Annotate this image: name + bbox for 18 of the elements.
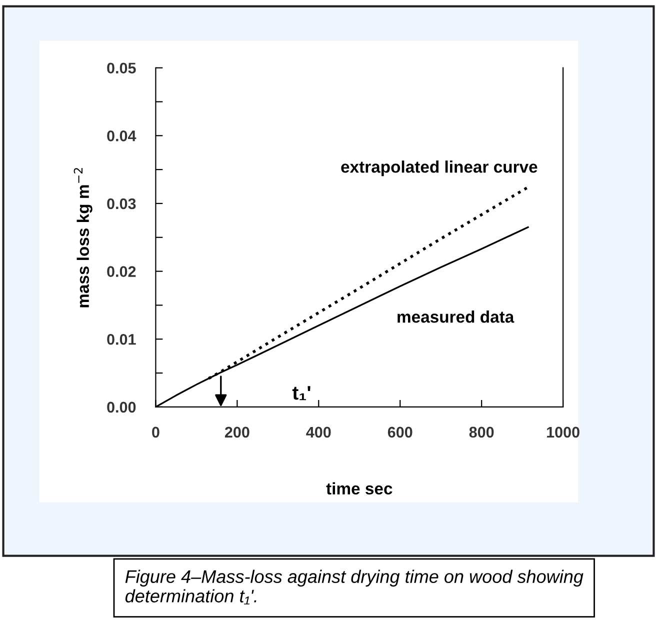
y-tick-label: 0.03 xyxy=(107,198,136,210)
y-tick-label: 0.02 xyxy=(107,266,136,277)
x-tick-label: 200 xyxy=(224,426,250,438)
x-tick-label: 400 xyxy=(306,426,331,438)
y-tick-label: 0.05 xyxy=(107,62,136,74)
y-tick-label: 0.01 xyxy=(107,334,136,345)
y-tick-label: 0.04 xyxy=(107,130,136,142)
y-tick-label: 0.00 xyxy=(107,402,136,413)
caption: Figure 4–Mass-loss against drying time on wood showing determination t₁'. xyxy=(125,570,584,604)
y-axis-title: mass loss kg m$^{−2}$ xyxy=(74,168,92,308)
series-label: measured data xyxy=(398,310,514,323)
x-axis-title: time sec xyxy=(326,482,392,495)
x-tick-label: 600 xyxy=(388,426,412,438)
x-tick-label: 800 xyxy=(469,426,494,438)
x-tick-label: 0 xyxy=(152,426,160,438)
annotation: t₁' xyxy=(292,386,310,400)
series-label: extrapolated linear curve xyxy=(341,160,538,176)
x-tick-label: 1000 xyxy=(547,426,580,438)
